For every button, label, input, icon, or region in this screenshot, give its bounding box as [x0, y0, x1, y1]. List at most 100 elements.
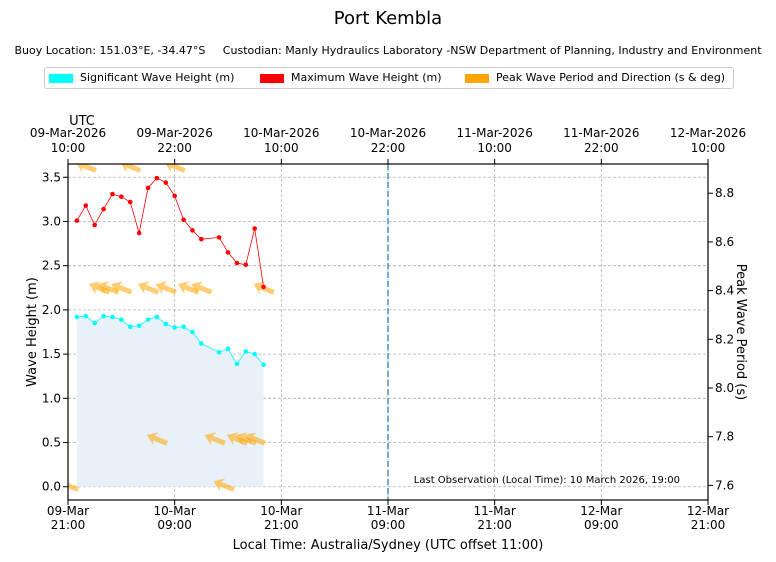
- x-tick-label: 09:00: [371, 518, 406, 532]
- y2-tick-label: 8.2: [715, 332, 734, 346]
- x-tick-label: 21:00: [264, 518, 299, 532]
- top-tick-label: 10:00: [691, 141, 726, 155]
- y-tick-label: 3.0: [42, 214, 61, 228]
- significant-height-area: [76, 316, 264, 487]
- significant-height-point: [216, 350, 222, 355]
- top-tick-label: 22:00: [584, 141, 619, 155]
- maximum-height-point: [172, 193, 177, 199]
- significant-height-point: [172, 325, 177, 330]
- maximum-height-point: [101, 206, 106, 212]
- maximum-height-point: [181, 217, 186, 223]
- legend-label: Peak Wave Period and Direction (s & deg): [496, 71, 726, 84]
- significant-height-point: [199, 341, 204, 346]
- peak-direction-arrow: [213, 478, 235, 492]
- top-tick-label: 10-Mar-2026: [350, 126, 426, 140]
- maximum-height-point: [119, 194, 124, 200]
- maximum-height-point: [199, 236, 204, 242]
- significant-height-point: [110, 314, 115, 320]
- legend: Significant Wave Height (m) Maximum Wave…: [44, 67, 734, 89]
- legend-swatch-orange: [465, 73, 489, 83]
- top-tick-label: 10:00: [51, 141, 86, 155]
- legend-entry-maximum-height: Maximum Wave Height (m): [260, 71, 442, 85]
- significant-height-point: [163, 321, 169, 327]
- top-tick-label: 09-Mar-2026: [136, 126, 212, 140]
- x-tick-label: 11-Mar: [474, 504, 516, 518]
- peak-direction-arrow: [97, 281, 120, 295]
- significant-height-point: [181, 324, 186, 329]
- y-tick-label: 0.5: [42, 436, 61, 450]
- peak-direction-arrow: [177, 281, 200, 295]
- y-tick-label: 2.0: [42, 303, 61, 317]
- x-tick-label: 11-Mar: [367, 504, 409, 518]
- x-tick-label: 21:00: [477, 518, 512, 532]
- top-tick-label: 22:00: [157, 141, 192, 155]
- peak-direction-arrow: [146, 432, 169, 446]
- chart-title: Port Kembla: [333, 8, 443, 29]
- y-axis-label: Wave Height (m): [25, 277, 40, 387]
- x-tick-label: 09:00: [157, 518, 192, 532]
- buoy-info-subtitle: Buoy Location: 151.03°E, -34.47°S Custod…: [14, 44, 762, 57]
- significant-height-point: [83, 313, 89, 319]
- top-tick-label: 10-Mar-2026: [243, 126, 319, 140]
- peak-direction-arrow: [155, 281, 177, 295]
- significant-height-point: [261, 362, 266, 368]
- significant-height-point: [92, 320, 97, 326]
- maximum-height-point: [136, 230, 142, 236]
- legend-swatch-cyan: [49, 73, 73, 83]
- significant-height-point: [190, 329, 195, 335]
- peak-direction-arrow: [226, 432, 249, 446]
- maximum-height-point: [83, 203, 89, 208]
- maximum-height-point: [127, 199, 133, 205]
- maximum-height-point: [234, 260, 240, 266]
- maximum-height-line: [76, 177, 264, 287]
- x-axis-label: Local Time: Australia/Sydney (UTC offset…: [233, 538, 544, 553]
- x-tick-label: 10-Mar: [260, 504, 302, 518]
- y-tick-label: 1.0: [42, 391, 61, 405]
- significant-height-point: [101, 313, 106, 319]
- last-observation-note: Last Observation (Local Time): 10 March …: [414, 475, 680, 486]
- x-tick-label: 10-Mar: [154, 504, 196, 518]
- y2-tick-label: 8.6: [715, 235, 734, 249]
- maximum-height-point: [216, 235, 222, 240]
- x-tick-label: 12-Mar: [580, 504, 622, 518]
- top-tick-label: 11-Mar-2026: [456, 126, 532, 140]
- legend-swatch-red: [260, 73, 284, 83]
- legend-label: Maximum Wave Height (m): [291, 71, 442, 84]
- y-tick-label: 0.0: [42, 480, 61, 494]
- significant-height-point: [225, 346, 231, 352]
- maximum-height-point: [243, 262, 249, 268]
- maximum-height-point: [145, 185, 151, 191]
- legend-entry-significant-height: Significant Wave Height (m): [49, 71, 234, 85]
- peak-direction-arrow: [244, 432, 266, 446]
- top-tick-label: 12-Mar-2026: [670, 126, 746, 140]
- peak-direction-arrow: [164, 164, 186, 173]
- legend-entry-peak-period: Peak Wave Period and Direction (s & deg): [465, 71, 725, 85]
- peak-direction-arrow: [235, 432, 257, 446]
- maximum-height-point: [74, 218, 80, 223]
- x-tick-label: 12-Mar: [687, 504, 729, 518]
- top-tick-label: 22:00: [371, 141, 406, 155]
- x-tick-label: 09-Mar: [47, 504, 89, 518]
- significant-height-point: [145, 317, 151, 322]
- maximum-height-point: [163, 180, 169, 185]
- significant-height-point: [154, 314, 160, 320]
- top-axis-label: UTC: [69, 114, 95, 129]
- maximum-height-point: [190, 228, 195, 233]
- peak-direction-arrow: [88, 281, 111, 295]
- significant-height-point: [136, 323, 142, 329]
- peak-direction-arrow: [75, 164, 97, 173]
- y-tick-label: 3.5: [42, 170, 61, 184]
- top-tick-label: 09-Mar-2026: [30, 126, 106, 140]
- significant-height-point: [74, 314, 80, 320]
- legend-label: Significant Wave Height (m): [80, 71, 235, 84]
- peak-direction-arrow: [204, 432, 226, 446]
- y2-axis-label: Peak Wave Period (s): [733, 264, 748, 400]
- top-tick-label: 10:00: [264, 141, 299, 155]
- maximum-height-point: [154, 175, 160, 181]
- maximum-height-point: [110, 191, 115, 197]
- y2-tick-label: 8.0: [715, 381, 734, 395]
- significant-height-point: [127, 324, 133, 329]
- peak-direction-arrow: [191, 281, 213, 295]
- maximum-height-point: [252, 226, 257, 231]
